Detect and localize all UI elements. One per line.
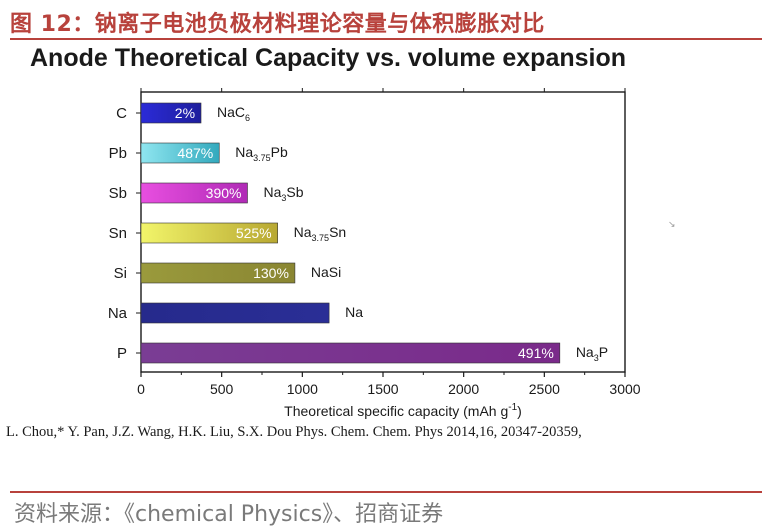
- citation-text: L. Chou,* Y. Pan, J.Z. Wang, H.K. Liu, S…: [6, 424, 582, 440]
- category-label: Sn: [109, 225, 127, 242]
- phase-label: NaSi: [311, 264, 341, 280]
- category-label: Pb: [109, 145, 127, 162]
- expansion-label: 130%: [253, 265, 289, 281]
- phase-label: Na: [345, 304, 363, 320]
- x-axis-title: Theoretical specific capacity (mAh g-1): [284, 402, 522, 419]
- bar-c: [140, 102, 202, 124]
- category-label: Sb: [109, 185, 127, 202]
- x-tick-label: 1000: [287, 381, 318, 397]
- x-tick-label: 2500: [529, 381, 560, 397]
- category-label: C: [116, 105, 127, 122]
- expansion-label: 390%: [206, 185, 242, 201]
- category-label: Na: [108, 305, 128, 322]
- x-tick-label: 2000: [448, 381, 479, 397]
- plot-area: 0 500 1000 1500 2000 2500 3000 Theoretical spec…: [108, 88, 641, 419]
- source-text: 资料来源：《chemical Physics》、招商证券: [14, 502, 444, 527]
- bar-na: [140, 302, 330, 324]
- cursor-icon: ↘: [668, 220, 676, 230]
- x-tick-label: 500: [210, 381, 234, 397]
- bar-p: [140, 342, 561, 364]
- phase-label: NaC6: [217, 104, 250, 123]
- phase-label: Na3.75Pb: [235, 144, 288, 163]
- phase-label: Na3Sb: [263, 184, 303, 203]
- category-label: P: [117, 345, 127, 362]
- chart-title: Anode Theoretical Capacity vs. volume ex…: [30, 44, 627, 72]
- phase-label: Na3.75Sn: [294, 224, 347, 243]
- bar-sb: [140, 182, 248, 204]
- category-label: Si: [114, 265, 127, 282]
- expansion-label: 525%: [236, 225, 272, 241]
- bar-sn: [140, 222, 278, 244]
- figure-title: 图 12：钠离子电池负极材料理论容量与体积膨胀对比: [10, 12, 545, 36]
- phase-label: Na3P: [576, 344, 608, 363]
- x-tick-label: 1500: [367, 381, 398, 397]
- x-tick-label: 0: [137, 381, 145, 397]
- bar-pb: [140, 142, 220, 164]
- expansion-label: 2%: [175, 105, 195, 121]
- x-tick-label: 3000: [609, 381, 640, 397]
- expansion-label: 491%: [518, 345, 554, 361]
- bar-si: [140, 262, 296, 284]
- expansion-label: 487%: [177, 145, 213, 161]
- source-divider: [10, 491, 762, 493]
- title-divider: [10, 38, 762, 40]
